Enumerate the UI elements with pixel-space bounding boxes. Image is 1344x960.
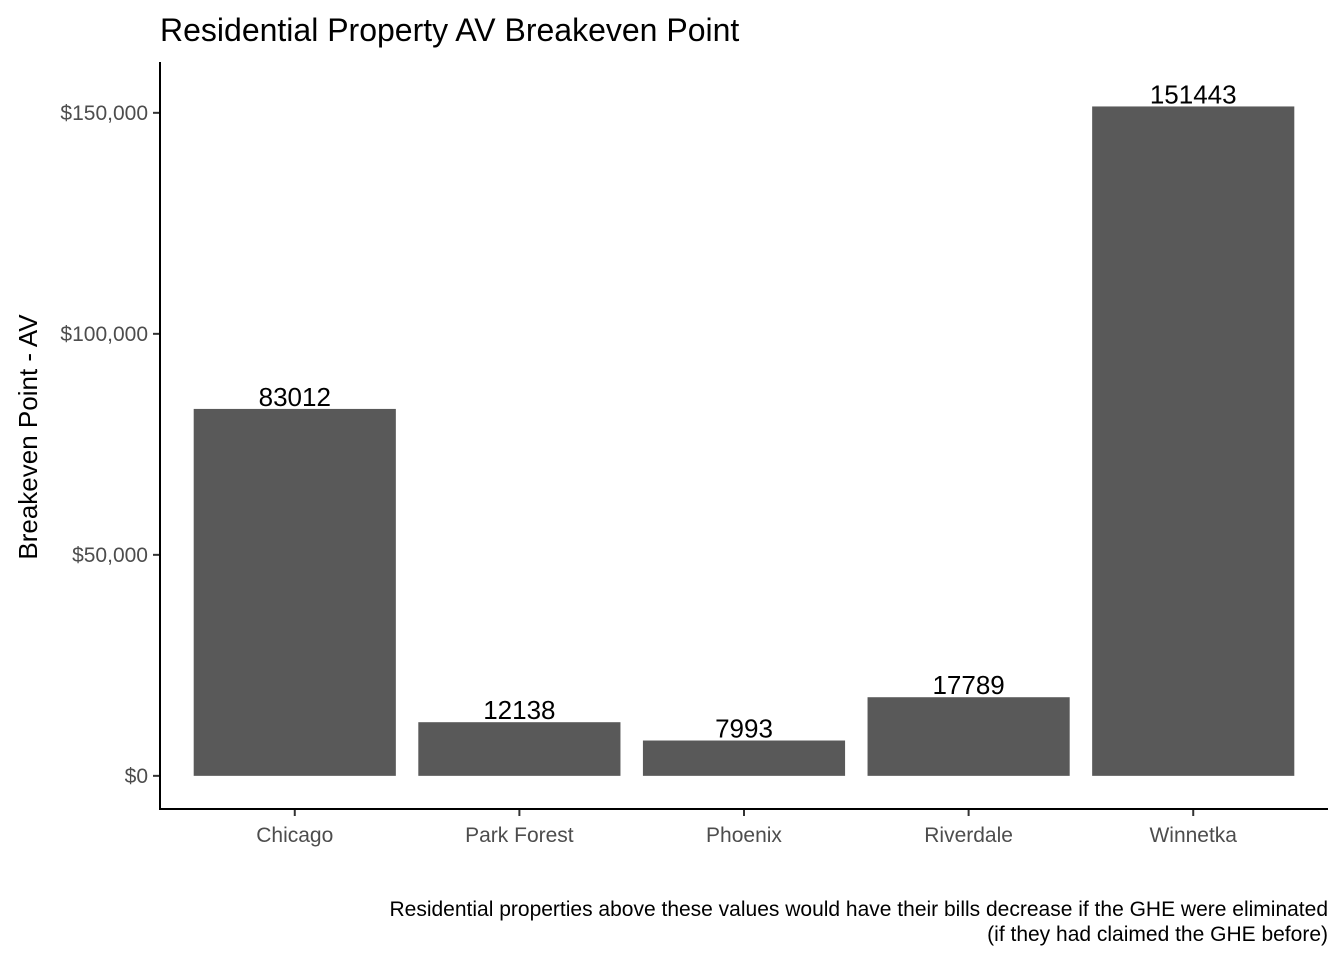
y-tick-label: $50,000 <box>72 544 148 567</box>
bar-value-label: 17789 <box>932 670 1004 700</box>
y-axis-label: Breakeven Point - AV <box>13 314 43 560</box>
x-tick-label: Riverdale <box>924 824 1013 847</box>
bars-group <box>193 106 1295 776</box>
bar-winnetka <box>1092 106 1295 776</box>
chart-title: Residential Property AV Breakeven Point <box>160 12 739 48</box>
x-axis-ticks: Chicago Park Forest Phoenix Riverdale Winnet… <box>256 809 1237 847</box>
bar-chicago <box>193 408 396 776</box>
bar-value-label: 83012 <box>259 382 331 412</box>
x-tick-label: Phoenix <box>706 824 782 847</box>
bar-value-label: 151443 <box>1150 79 1237 109</box>
bar-value-label: 12138 <box>483 695 555 725</box>
y-tick-label: $0 <box>125 765 148 788</box>
y-tick-label: $150,000 <box>60 102 148 125</box>
y-tick-label: $100,000 <box>60 323 148 346</box>
bar-park-forest <box>418 722 621 776</box>
bar-riverdale <box>867 697 1070 776</box>
x-tick-label: Chicago <box>256 824 333 847</box>
bar-phoenix <box>642 740 846 776</box>
bar-value-label: 7993 <box>715 714 773 744</box>
x-tick-label: Winnetka <box>1149 824 1237 847</box>
caption-line-1: Residential properties above these value… <box>389 898 1328 921</box>
x-tick-label: Park Forest <box>465 824 574 847</box>
bar-data-labels: 83012 12138 7993 17789 151443 <box>259 79 1237 743</box>
caption-line-2: (if they had claimed the GHE before) <box>987 923 1328 946</box>
y-axis-ticks: $0 $50,000 $100,000 $150,000 <box>60 102 160 788</box>
